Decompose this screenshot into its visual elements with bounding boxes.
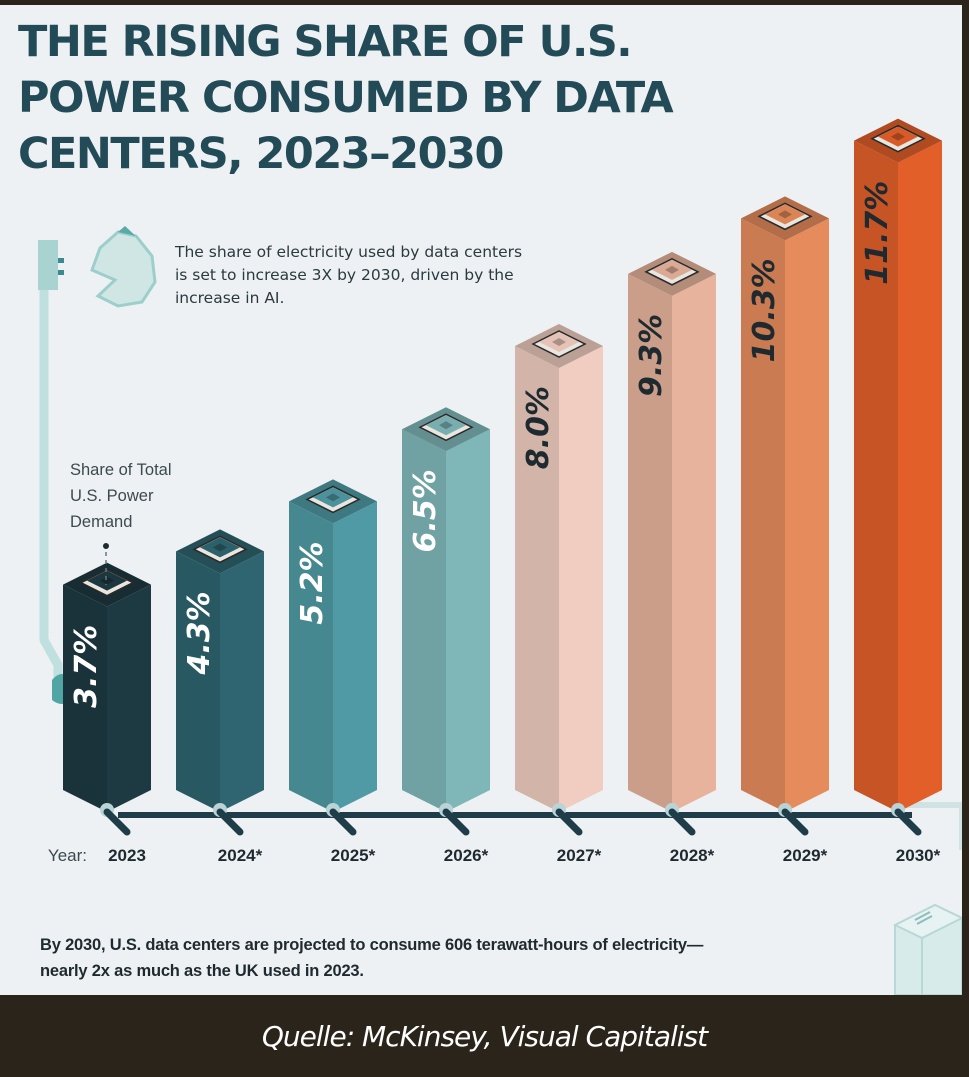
infographic-panel: 3.7% 4.3% 5.2% 6.5% 8.0% 9.3% 10.3% 11.7% 2023 Y… <box>0 0 962 995</box>
bar-connector-leg <box>216 808 244 836</box>
bar-2026: 6.5% <box>402 407 490 836</box>
bar-2023: 3.7% <box>63 562 151 836</box>
bar-left-face <box>628 273 672 813</box>
bar-value-label: 11.7% <box>860 181 895 285</box>
bar-connector-leg <box>329 808 357 836</box>
bar-right-face <box>446 429 490 812</box>
bar-value-label: 4.3% <box>182 591 217 675</box>
microchip-icon <box>757 202 813 231</box>
bar-left-face <box>741 218 785 813</box>
bar-2024: 4.3% <box>176 529 264 836</box>
x-tick-label: 2026* <box>444 846 489 865</box>
pixel-pie-icon <box>90 226 157 308</box>
bar-right-face <box>107 584 151 812</box>
bar-left-face <box>289 501 333 812</box>
bar-right-face <box>559 346 603 812</box>
x-tick-label: 2028* <box>670 846 715 865</box>
microchip-icon <box>79 568 135 597</box>
microchip-icon <box>192 535 248 564</box>
x-tick-label: 2023 <box>108 846 146 865</box>
microchip-icon <box>418 413 474 442</box>
bar-2027: 8.0% <box>515 324 603 836</box>
bars-group: 3.7% 4.3% 5.2% 6.5% 8.0% 9.3% 10.3% 11.7% <box>63 118 942 836</box>
chip-core <box>891 132 905 141</box>
footnote: By 2030, U.S. data centers are projected… <box>40 936 704 980</box>
microchip-icon <box>644 258 700 286</box>
microchip-icon <box>870 124 926 153</box>
bar-value-label: 5.2% <box>295 541 330 624</box>
top-border <box>0 0 969 5</box>
bar-right-face <box>333 501 377 812</box>
bar-connector-leg <box>103 808 131 836</box>
x-axis-prefix: Year: <box>48 846 87 865</box>
chip-core <box>439 421 453 430</box>
bar-right-face <box>785 218 829 813</box>
bar-value-label: 10.3% <box>747 258 782 362</box>
bar-left-face <box>63 584 107 812</box>
bar-right-face <box>672 273 716 813</box>
microchip-icon <box>531 330 587 358</box>
bar-value-label: 8.0% <box>521 386 556 469</box>
microchip-icon <box>305 485 361 514</box>
bar-connector-leg <box>894 808 922 836</box>
chip-core <box>665 265 679 274</box>
chart-title: THE RISING SHARE OF U.S. POWER CONSUMED … <box>18 17 674 179</box>
x-tick-label: 2025* <box>331 846 376 865</box>
bar-left-face <box>176 551 220 812</box>
chip-core <box>213 543 227 552</box>
bar-value-label: 9.3% <box>634 314 669 397</box>
chip-core <box>778 210 792 219</box>
x-tick-labels: 2023 Year: 2024* 2025* 2026* 2027* 2028* 2029* 2… <box>48 846 941 865</box>
chip-core <box>100 576 114 585</box>
bar-2029: 10.3% <box>741 196 829 836</box>
source-caption: Quelle: McKinsey, Visual Capitalist <box>261 1020 708 1053</box>
x-tick-label: 2030* <box>896 846 941 865</box>
bar-left-face <box>402 429 446 812</box>
bar-connector-leg <box>668 808 696 836</box>
bar-2025: 5.2% <box>289 479 377 836</box>
bar-left-face <box>854 140 898 812</box>
server-rack-icon <box>892 802 962 995</box>
y-axis-label: Share of Total U.S. Power Demand <box>70 461 172 531</box>
bar-chart: 3.7% 4.3% 5.2% 6.5% 8.0% 9.3% 10.3% 11.7% 2023 Y… <box>38 118 962 995</box>
bar-left-face <box>515 346 559 812</box>
y-label-pointer-dot <box>103 543 109 549</box>
x-tick-label: 2029* <box>783 846 828 865</box>
chip-core <box>552 338 566 346</box>
bar-value-label: 6.5% <box>408 469 443 552</box>
x-tick-label: 2024* <box>218 846 263 865</box>
x-tick-label: 2027* <box>557 846 602 865</box>
bar-right-face <box>898 140 942 812</box>
chip-core <box>326 493 340 502</box>
chart-subtitle: The share of electricity used by data ce… <box>175 243 523 307</box>
bar-right-face <box>220 551 264 812</box>
bar-connector-leg <box>781 808 809 836</box>
bar-connector-leg <box>555 808 583 836</box>
bar-2030: 11.7% <box>854 118 942 836</box>
bar-value-label: 3.7% <box>69 625 104 708</box>
bar-2028: 9.3% <box>628 251 716 836</box>
bar-connector-leg <box>442 808 470 836</box>
